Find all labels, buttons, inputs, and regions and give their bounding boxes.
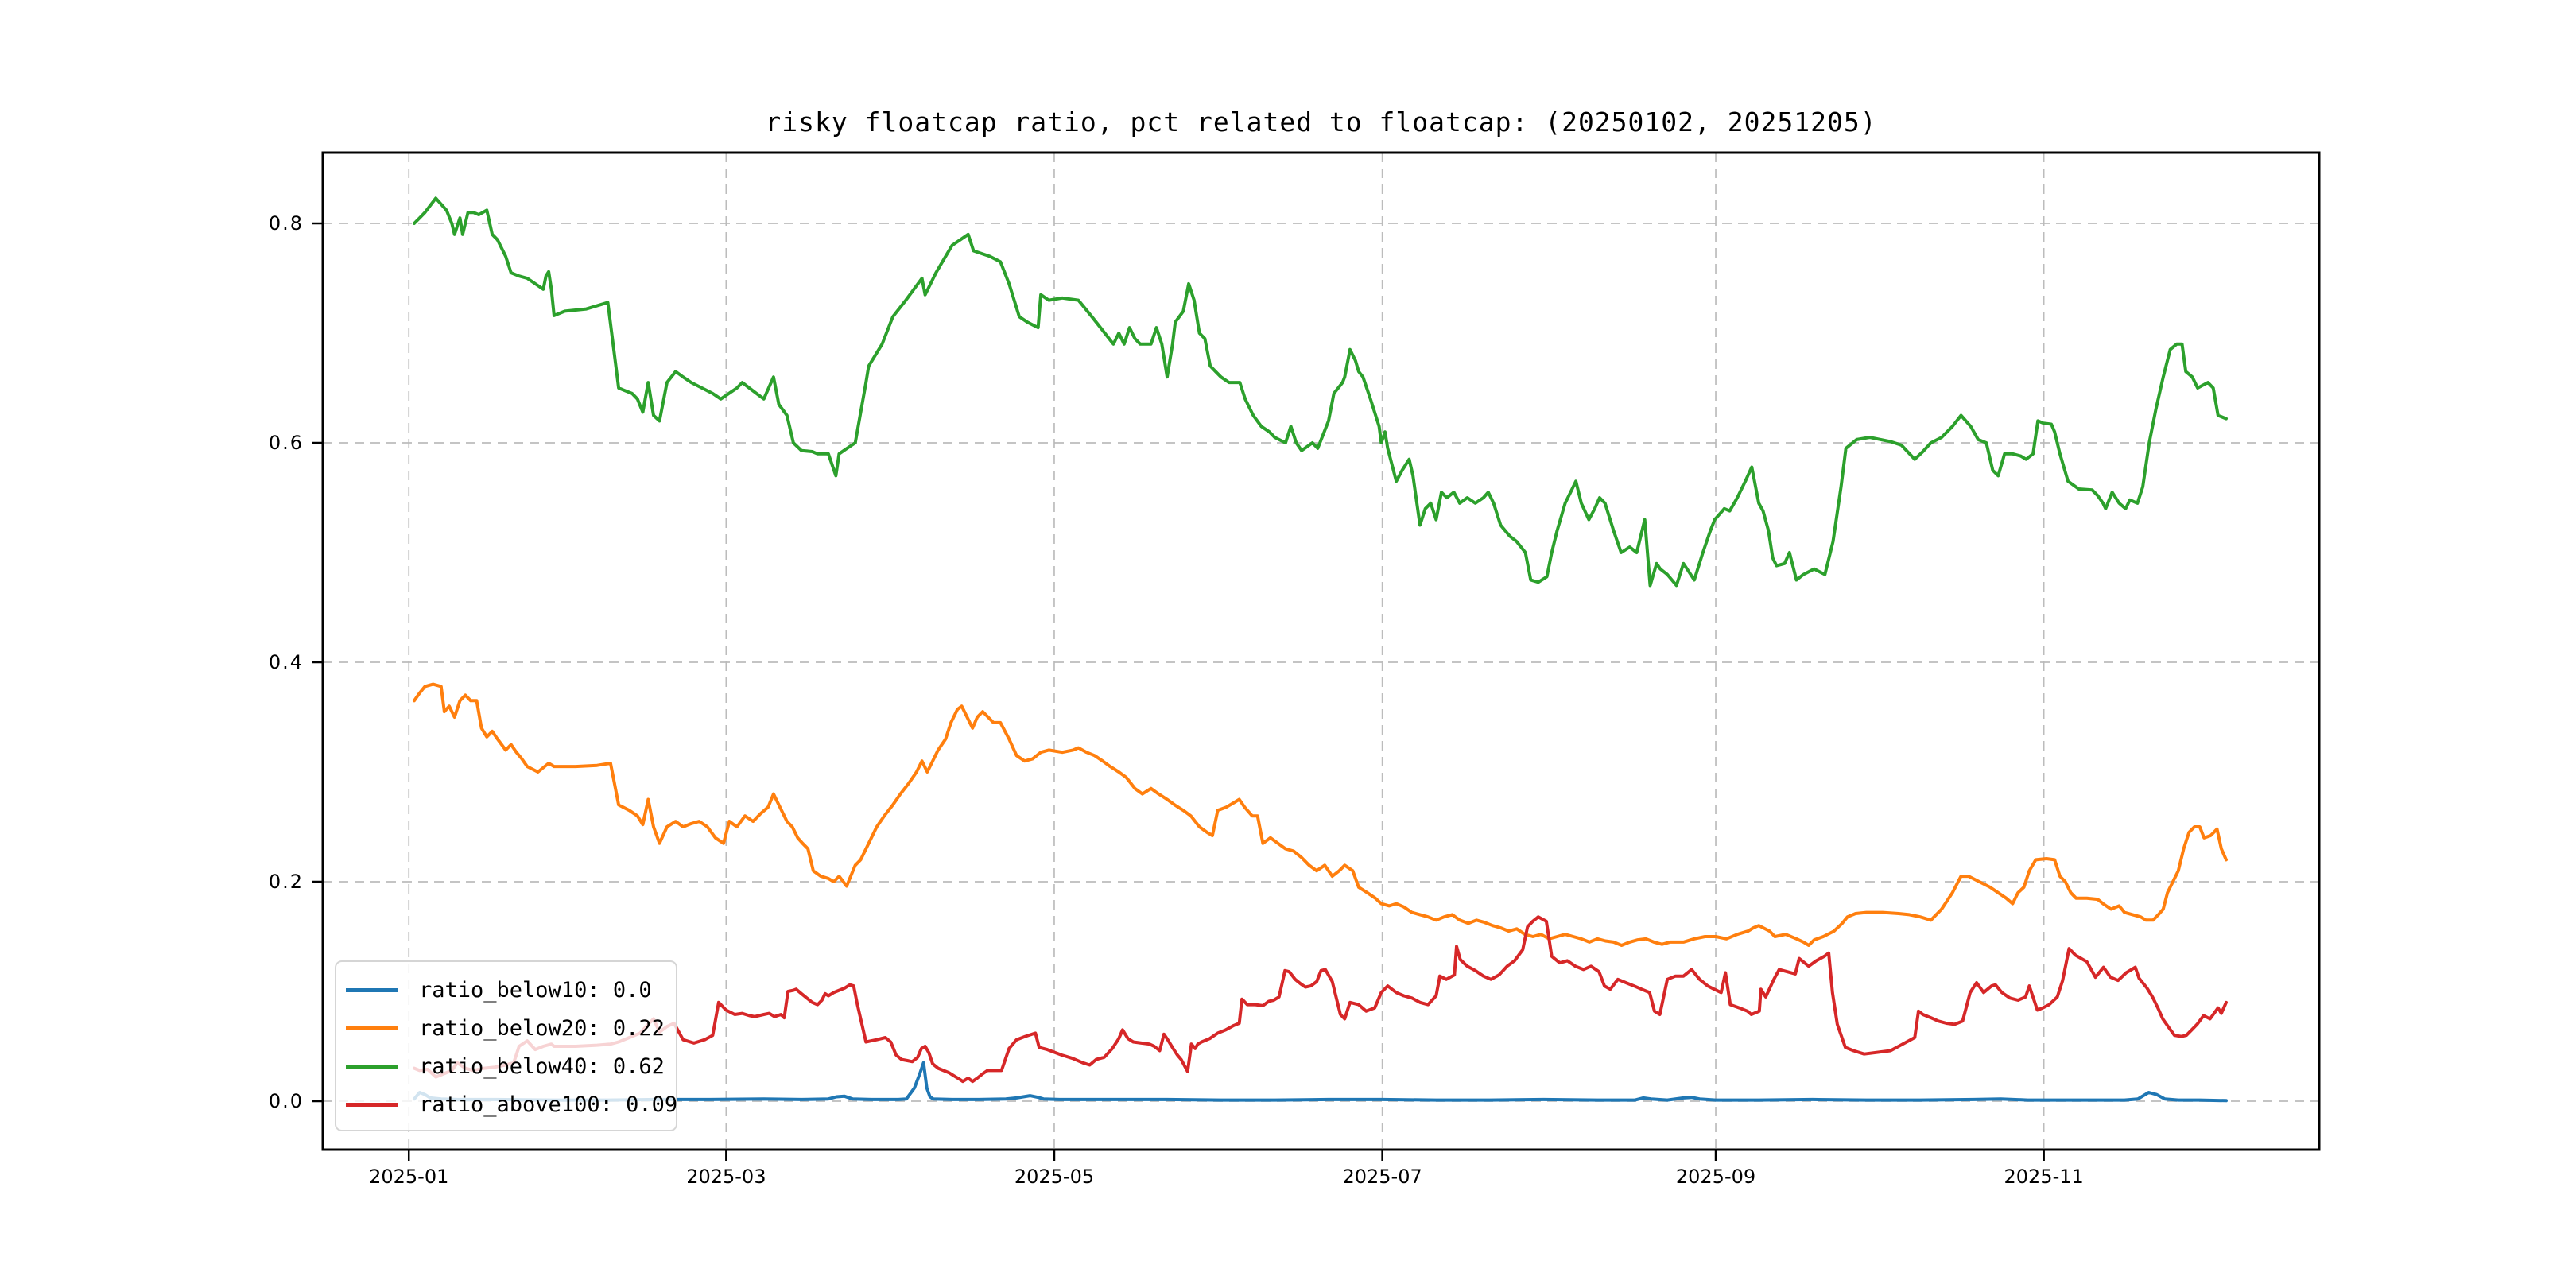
legend-line-swatch-ratio_below10: [346, 987, 398, 992]
y-tick-label: 0.6: [268, 432, 304, 454]
y-tick-label: 0.8: [268, 212, 304, 235]
axes-frame: [321, 151, 2321, 1151]
series-line-ratio_below20: [413, 682, 2228, 947]
legend-row-ratio_below40: ratio_below40: 0.62: [346, 1047, 676, 1085]
legend-line-swatch-ratio_below40: [346, 1064, 398, 1069]
series-layer: [413, 196, 2228, 1103]
x-tick-label: 2025-09: [1675, 1166, 1756, 1188]
legend-row-ratio_below10: ratio_below10: 0.0: [346, 971, 676, 1009]
chart-title: risky floatcap ratio, pct related to flo…: [765, 107, 1877, 138]
legend-label-ratio_below40: ratio_below40: 0.62: [419, 1053, 665, 1079]
legend-line-swatch-ratio_below20: [346, 1026, 398, 1030]
series-line-ratio_below40: [413, 196, 2228, 588]
legend-row-ratio_below20: ratio_below20: 0.22: [346, 1009, 676, 1047]
tick-marks: [312, 222, 2045, 1161]
y-tick-label: 0.2: [268, 871, 304, 893]
x-tick-label: 2025-01: [369, 1166, 449, 1188]
legend-line-swatch-ratio_above100: [346, 1102, 398, 1107]
x-tick-label: 2025-07: [1342, 1166, 1422, 1188]
y-tick-label: 0.0: [268, 1090, 304, 1112]
x-tick-label: 2025-11: [2004, 1166, 2084, 1188]
axes-frame-rect: [321, 151, 2321, 1151]
series-line-ratio_below10: [413, 1061, 2228, 1103]
x-tick-label: 2025-03: [686, 1166, 766, 1188]
legend-label-ratio_below20: ratio_below20: 0.22: [419, 1015, 665, 1041]
series-line-ratio_above100: [413, 915, 2228, 1084]
legend-row-ratio_above100: ratio_above100: 0.09: [346, 1085, 678, 1123]
legend: ratio_below10: 0.0 ratio_below20: 0.22 rat…: [335, 960, 677, 1131]
legend-label-ratio_above100: ratio_above100: 0.09: [419, 1092, 678, 1117]
x-tick-label: 2025-05: [1014, 1166, 1095, 1188]
y-tick-label: 0.4: [268, 651, 304, 673]
legend-label-ratio_below10: ratio_below10: 0.0: [419, 977, 652, 1003]
